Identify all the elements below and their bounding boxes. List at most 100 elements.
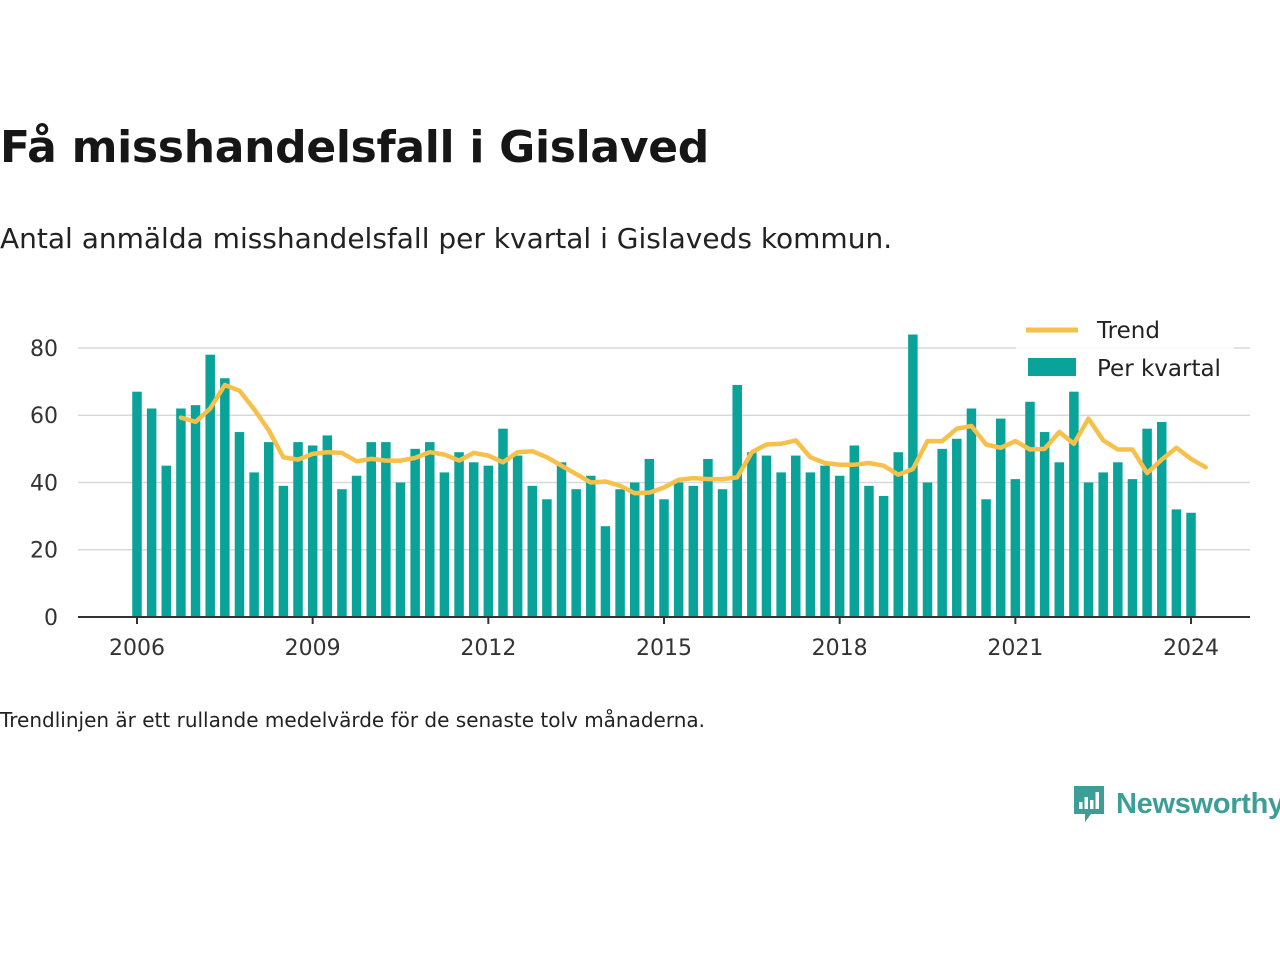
bar xyxy=(454,452,464,617)
bar xyxy=(820,465,830,617)
x-tick-label: 2024 xyxy=(1163,636,1219,661)
bar xyxy=(512,455,523,617)
bar xyxy=(264,442,274,617)
axes: 0 20 40 60 80 2006 2009 2012 2015 2018 2021 2024 xyxy=(30,337,1250,661)
y-tick-label: 0 xyxy=(44,606,58,631)
bar xyxy=(146,408,157,617)
bar xyxy=(425,442,435,617)
bar xyxy=(908,334,918,617)
footnote: Trendlinjen är ett rullande medelvärde f… xyxy=(0,708,706,732)
bar xyxy=(1171,509,1182,617)
bar xyxy=(337,489,347,617)
bar xyxy=(1113,462,1123,617)
bar-series xyxy=(132,334,1196,617)
x-tick-label: 2018 xyxy=(812,636,868,661)
bar xyxy=(205,354,215,617)
bar xyxy=(366,442,376,617)
bar xyxy=(1186,512,1196,617)
bar xyxy=(1127,479,1138,617)
bar xyxy=(966,408,977,617)
bar xyxy=(673,482,684,617)
bar xyxy=(498,428,508,617)
bar xyxy=(893,452,903,617)
bar xyxy=(747,452,757,617)
brand-name: Newsworthy xyxy=(1116,787,1280,820)
bar xyxy=(995,418,1006,617)
bar xyxy=(1083,482,1094,617)
legend: Trend Per kvartal xyxy=(1016,312,1234,386)
bar xyxy=(381,442,391,617)
bar xyxy=(937,448,947,617)
bar xyxy=(176,408,186,617)
bar xyxy=(659,499,669,617)
bar xyxy=(776,472,786,617)
bar xyxy=(615,489,625,617)
x-tick-label: 2006 xyxy=(109,636,165,661)
bar xyxy=(1142,428,1152,617)
bar xyxy=(293,442,303,617)
bar xyxy=(981,499,991,617)
legend-trend-label: Trend xyxy=(1096,318,1160,344)
bar xyxy=(351,475,362,617)
bar xyxy=(527,485,538,617)
bar xyxy=(439,472,450,617)
newsworthy-logo-icon xyxy=(1074,786,1104,822)
chart-title: Få misshandelsfall i Gislaved xyxy=(0,122,709,173)
bar xyxy=(483,465,494,617)
bar xyxy=(600,526,611,617)
bar xyxy=(732,384,742,617)
x-tick-label: 2012 xyxy=(460,636,516,661)
trend-series xyxy=(178,382,1208,496)
bar xyxy=(952,438,962,617)
bar xyxy=(1156,421,1167,617)
bar xyxy=(834,475,845,617)
y-tick-label: 20 xyxy=(30,539,58,564)
y-tick-label: 60 xyxy=(30,404,58,429)
bar xyxy=(761,455,772,617)
x-tick-label: 2015 xyxy=(636,636,692,661)
bar xyxy=(278,485,289,617)
y-tick-label: 40 xyxy=(30,471,58,496)
bar xyxy=(644,458,655,617)
x-tick-label: 2009 xyxy=(285,636,341,661)
bar xyxy=(161,465,172,617)
bar xyxy=(571,489,581,617)
bar xyxy=(542,499,552,617)
bar xyxy=(132,391,142,617)
bar xyxy=(586,475,596,617)
bar xyxy=(1039,432,1050,617)
bar xyxy=(703,458,713,617)
bar xyxy=(688,485,699,617)
bar xyxy=(1010,479,1021,617)
bar xyxy=(322,435,333,617)
bar xyxy=(190,405,201,617)
bar xyxy=(1025,401,1035,617)
bar xyxy=(468,462,479,617)
bar xyxy=(717,489,728,617)
bar xyxy=(1054,462,1065,617)
bar xyxy=(629,482,640,617)
bar xyxy=(1069,391,1079,617)
y-tick-label: 80 xyxy=(30,337,58,362)
bar xyxy=(878,495,889,617)
bar xyxy=(249,472,259,617)
bar xyxy=(556,462,567,617)
chart-subtitle: Antal anmälda misshandelsfall per kvarta… xyxy=(0,222,893,255)
newsworthy-logo: Newsworthy xyxy=(1072,784,1280,824)
legend-bar-swatch xyxy=(1028,358,1076,376)
chart: 0 20 40 60 80 2006 2009 2012 2015 2018 2021 2024 Tr… xyxy=(30,312,1250,661)
bar xyxy=(234,432,245,617)
bar xyxy=(791,455,801,617)
bar xyxy=(864,485,874,617)
bar xyxy=(410,448,420,617)
bar xyxy=(1098,472,1108,617)
legend-bar-label: Per kvartal xyxy=(1097,356,1221,382)
trend-line xyxy=(178,382,1208,496)
bar xyxy=(849,445,860,617)
bar xyxy=(922,482,933,617)
bar xyxy=(805,472,816,617)
bar xyxy=(307,445,318,617)
bar xyxy=(220,378,230,617)
x-tick-label: 2021 xyxy=(987,636,1043,661)
bar xyxy=(395,482,406,617)
